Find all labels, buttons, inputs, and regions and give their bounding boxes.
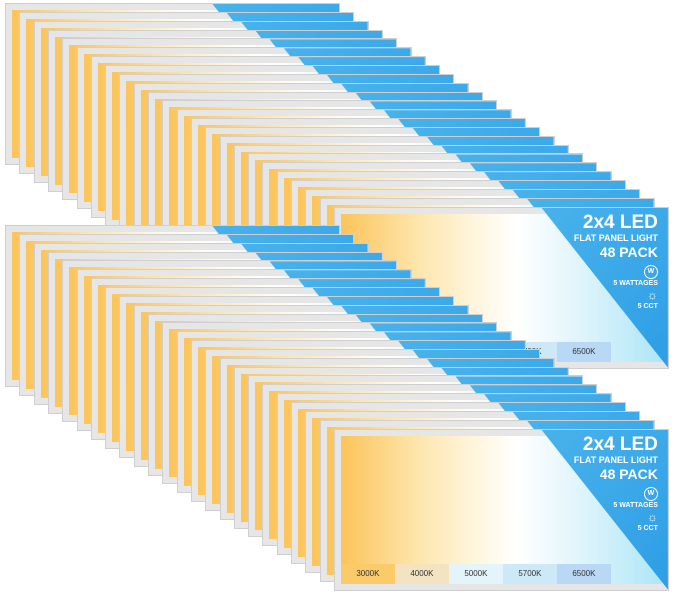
wattage-icon: W (643, 486, 658, 501)
cct-bar: 3000K 4000K 5000K 5700K 6500K (340, 563, 611, 584)
cct-option: 4000K (394, 563, 449, 584)
cct-option: 5700K (502, 563, 557, 584)
pack-count: 48 PACK (599, 465, 658, 482)
banner-text: 2x4 LED FLAT PANEL LIGHT 48 PACK W 5 WAT… (574, 434, 658, 533)
product-title: 2x4 LED (582, 433, 658, 455)
banner-text: 2x4 LED FLAT PANEL LIGHT 48 PACK W 5 WAT… (574, 212, 658, 311)
wattage-label: 5 WATTAGES (613, 279, 658, 287)
led-panel: 2x4 LED FLAT PANEL LIGHT 48 PACK W 5 WAT… (333, 428, 669, 591)
cct-option: 6500K (556, 563, 611, 584)
product-subtitle: FLAT PANEL LIGHT (573, 232, 658, 243)
cct-option: 3000K (340, 563, 395, 584)
cct-option: 5000K (448, 563, 503, 584)
product-title: 2x4 LED (582, 211, 658, 233)
pack-count: 48 PACK (599, 243, 658, 260)
sun-thermometer-icon: ☼ (646, 509, 658, 524)
wattage-icon: W (643, 264, 658, 279)
wattage-label: 5 WATTAGES (613, 501, 658, 509)
led-panel: 2x4 LED FLAT PANEL LIGHT 48 PACK W 5 WAT… (333, 206, 669, 369)
cct-label: 5 CCT (637, 524, 658, 532)
sun-thermometer-icon: ☼ (646, 287, 658, 302)
product-subtitle: FLAT PANEL LIGHT (573, 454, 658, 465)
cct-label: 5 CCT (637, 302, 658, 310)
cct-option: 6500K (556, 341, 611, 362)
